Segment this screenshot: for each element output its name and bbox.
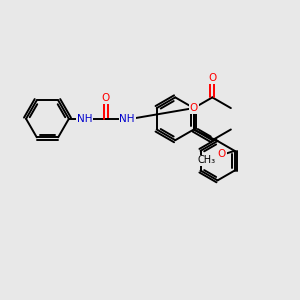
Text: O: O	[208, 73, 217, 83]
Text: O: O	[102, 93, 110, 103]
Text: CH₃: CH₃	[198, 155, 216, 165]
Text: NH: NH	[76, 114, 92, 124]
Text: O: O	[190, 103, 198, 113]
Text: O: O	[218, 149, 226, 159]
Text: NH: NH	[119, 114, 135, 124]
